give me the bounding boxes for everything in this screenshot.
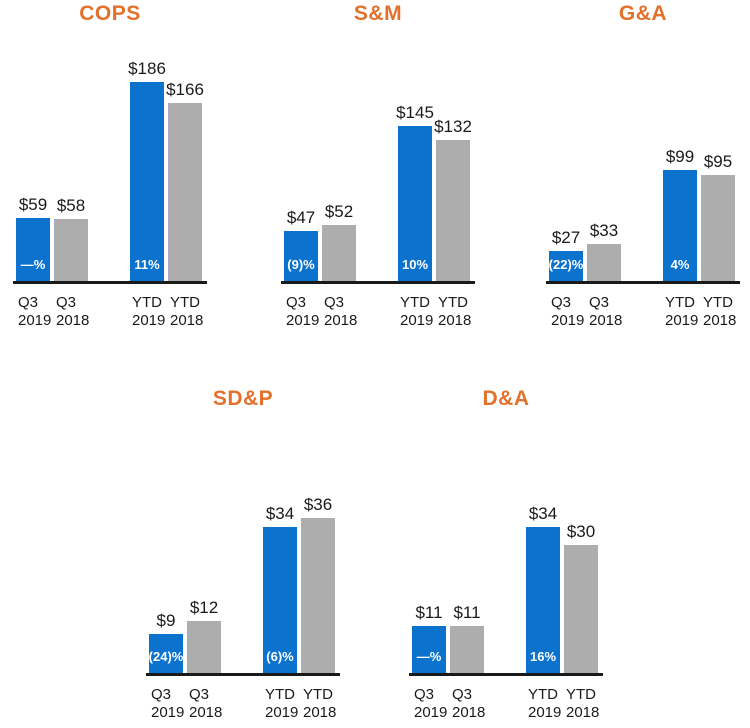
x-axis-label: Q3 2019 (551, 294, 585, 329)
chart-title: COPS (79, 2, 141, 25)
plot-area: $27 (22)% $33 $99 4% $95 (546, 0, 740, 284)
x-axis-line (281, 281, 475, 284)
pct-change-label: (6)% (266, 649, 294, 664)
value-label: $11 (415, 603, 443, 622)
pct-change-label: (9)% (287, 257, 315, 272)
plot-area: $47 (9)% $52 $145 10% $132 (281, 0, 475, 284)
plot-area: $11 —% $11 $34 16% $30 (409, 385, 603, 676)
chart-sm: S&M $47 (9)% $52 $145 10% $132 Q3 2019 Q3 2018… (281, 0, 475, 336)
value-label: $30 (566, 522, 596, 541)
x-axis-label: Q3 2019 (18, 294, 52, 329)
pct-change-label: 16% (529, 649, 557, 664)
x-axis-label: Q3 2018 (56, 294, 90, 329)
bar-ytd-2019: $34 16% (526, 505, 560, 673)
value-label: $58 (56, 196, 86, 215)
bar-ytd-2019: $34 (6)% (263, 505, 297, 673)
bar-q3-2019: $11 —% (412, 604, 446, 673)
bar-ytd-2019: $99 4% (663, 148, 697, 281)
x-axis-label: YTD 2018 (303, 686, 337, 721)
x-axis-label: YTD 2019 (400, 294, 434, 329)
x-axis-label: YTD 2019 (265, 686, 299, 721)
plot-area: $9 (24)% $12 $34 (6)% $36 (146, 385, 340, 676)
pct-change-label: (22)% (548, 257, 584, 272)
value-label: $34 (265, 504, 295, 523)
pct-change-label: 4% (670, 257, 690, 272)
x-axis-line (146, 673, 340, 676)
bar-q3-2019: $47 (9)% (284, 209, 318, 281)
value-label: $11 (453, 603, 481, 622)
value-label: $33 (589, 221, 619, 240)
bar-ytd-2018: $166 (166, 81, 204, 281)
bar-q3-2018: $33 (587, 222, 621, 281)
value-label: $166 (166, 80, 204, 99)
x-axis-label: YTD 2018 (566, 686, 600, 721)
x-axis-label: Q3 2018 (189, 686, 223, 721)
x-axis-label: Q3 2019 (286, 294, 320, 329)
value-label: $36 (303, 495, 333, 514)
plot-area: $59 —% $58 $186 11% $166 (13, 0, 207, 284)
chart-title: S&M (353, 2, 403, 25)
bar-ytd-2018: $95 (701, 153, 735, 281)
value-label: $99 (665, 147, 695, 166)
x-axis-line (546, 281, 740, 284)
chart-title: D&A (482, 387, 530, 410)
x-axis-label: Q3 2018 (589, 294, 623, 329)
pct-change-label: —% (416, 649, 442, 664)
chart-title: SD&P (212, 387, 274, 410)
x-axis-label: YTD 2019 (528, 686, 562, 721)
bar-ytd-2018: $132 (434, 118, 472, 281)
pct-change-label: —% (20, 257, 46, 272)
value-label: $52 (324, 202, 354, 221)
x-axis-line (409, 673, 603, 676)
value-label: $145 (396, 103, 434, 122)
pct-change-label: 11% (134, 257, 160, 272)
value-label: $59 (18, 195, 48, 214)
value-label: $95 (703, 152, 733, 171)
chart-da: D&A $11 —% $11 $34 16% $30 Q3 2019 Q3 2018 YTD … (409, 385, 603, 728)
value-label: $9 (156, 611, 176, 630)
bar-q3-2019: $9 (24)% (149, 612, 183, 673)
x-axis-line (13, 281, 207, 284)
chart-ga: G&A $27 (22)% $33 $99 4% $95 Q3 2019 Q3 2018 YT… (546, 0, 740, 336)
x-axis-label: Q3 2018 (452, 686, 486, 721)
bar-ytd-2018: $30 (564, 523, 598, 673)
bar-q3-2018: $11 (450, 604, 484, 673)
value-label: $12 (189, 598, 219, 617)
x-axis-label: YTD 2019 (665, 294, 699, 329)
value-label: $186 (128, 59, 166, 78)
x-axis-label: Q3 2019 (414, 686, 448, 721)
value-label: $34 (528, 504, 558, 523)
bar-q3-2018: $58 (54, 197, 88, 281)
bar-ytd-2019: $186 11% (128, 60, 166, 281)
bar-ytd-2018: $36 (301, 496, 335, 673)
value-label: $27 (551, 228, 581, 247)
value-label: $47 (286, 208, 316, 227)
bar-q3-2019: $59 —% (16, 196, 50, 281)
chart-title: G&A (618, 2, 668, 25)
x-axis-label: Q3 2018 (324, 294, 358, 329)
bar-q3-2018: $12 (187, 599, 221, 673)
pct-change-label: 10% (401, 257, 429, 272)
bar-q3-2019: $27 (22)% (549, 229, 583, 281)
chart-cops: COPS $59 —% $58 $186 11% $166 Q3 2019 Q3 2018 Y… (13, 0, 207, 336)
value-label: $132 (434, 117, 472, 136)
x-axis-label: Q3 2019 (151, 686, 185, 721)
x-axis-label: YTD 2019 (132, 294, 166, 329)
bar-ytd-2019: $145 10% (396, 104, 434, 281)
chart-sdp: SD&P $9 (24)% $12 $34 (6)% $36 Q3 2019 Q3 2018… (146, 385, 340, 728)
pct-change-label: (24)% (148, 649, 184, 664)
bar-q3-2018: $52 (322, 203, 356, 281)
x-axis-label: YTD 2018 (170, 294, 204, 329)
x-axis-label: YTD 2018 (703, 294, 737, 329)
x-axis-label: YTD 2018 (438, 294, 472, 329)
